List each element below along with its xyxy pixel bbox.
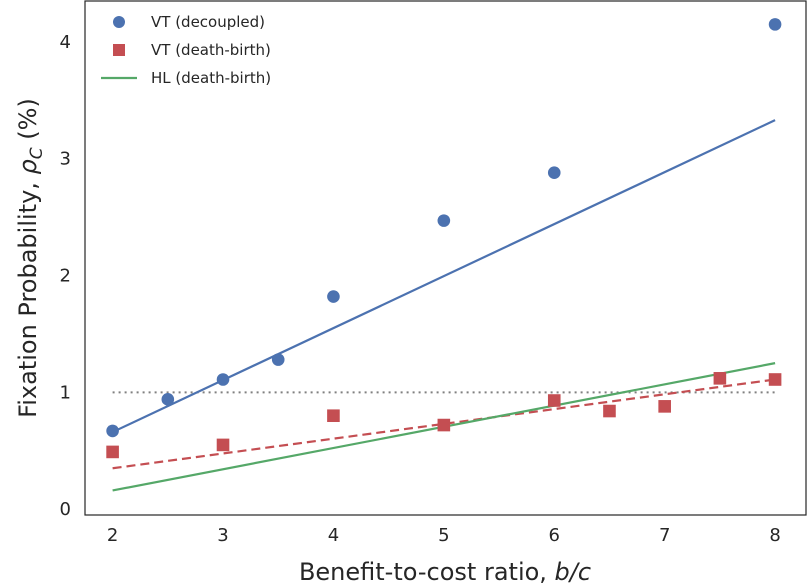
y-tick-label: 3 [60, 149, 71, 170]
data-point [547, 394, 561, 407]
data-point [271, 353, 285, 366]
legend: VT (decoupled) VT (death-birth) HL (deat… [101, 13, 271, 87]
fit-line-0 [112, 119, 776, 434]
data-point [216, 373, 230, 386]
data-point [106, 424, 119, 438]
data-point [713, 372, 727, 385]
legend-label-vt-death-birth: VT (death-birth) [151, 41, 271, 59]
plot-frame [84, 0, 807, 516]
x-axis-label: Benefit-to-cost ratio, b/c [299, 558, 591, 586]
data-point [327, 409, 340, 423]
data-point [161, 393, 175, 406]
data-point [216, 438, 230, 452]
x-tick-label: 6 [549, 525, 560, 546]
data-point [327, 290, 340, 303]
x-tick-label: 8 [769, 525, 780, 546]
legend-square-marker [113, 44, 125, 56]
legend-label-hl-death-birth: HL (death-birth) [151, 69, 271, 87]
data-point [437, 418, 451, 432]
y-tick-label: 4 [60, 32, 71, 53]
data-point [437, 214, 451, 227]
y-tick-labels: 0 1 2 3 4 [60, 32, 71, 520]
data-point [768, 18, 782, 31]
legend-circle-marker [113, 16, 125, 28]
legend-item-hl-death-birth: HL (death-birth) [101, 69, 271, 87]
legend-item-vt-decoupled: VT (decoupled) [113, 13, 265, 31]
fit-line-layer [112, 119, 776, 492]
data-point [658, 400, 671, 413]
legend-label-vt-decoupled: VT (decoupled) [151, 13, 265, 31]
data-point [603, 404, 616, 418]
legend-item-vt-death-birth: VT (death-birth) [113, 41, 271, 59]
data-point [768, 373, 782, 386]
y-tick-label: 0 [60, 499, 71, 520]
x-tick-label: 3 [217, 525, 228, 546]
y-axis-label: Fixation Probability, ρC (%) [14, 98, 47, 418]
x-tick-label: 7 [659, 525, 670, 546]
y-tick-label: 1 [60, 382, 71, 403]
x-tick-label: 4 [328, 525, 339, 546]
x-tick-label: 5 [438, 525, 449, 546]
point-layer [106, 18, 782, 459]
y-tick-label: 2 [60, 266, 71, 287]
x-tick-labels: 2 3 4 5 6 7 8 [107, 525, 781, 546]
data-point [106, 445, 119, 459]
x-tick-label: 2 [107, 525, 118, 546]
data-point [547, 166, 561, 180]
